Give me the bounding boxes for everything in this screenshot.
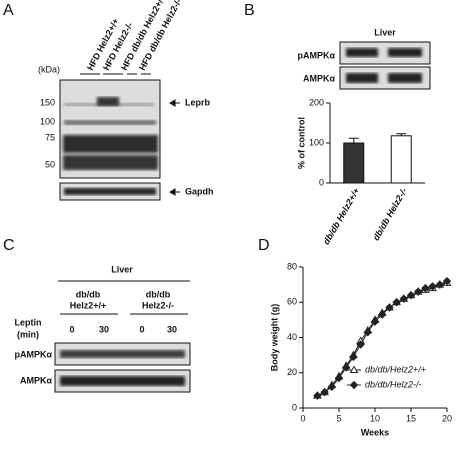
blot-band — [346, 48, 378, 57]
x-tick-label: db/db Helz2-/- — [371, 186, 409, 242]
point — [377, 310, 387, 319]
point — [313, 391, 322, 400]
tissue-label: Liver — [374, 27, 396, 37]
marker-label: 50 — [45, 159, 55, 169]
x-tick-label: 20 — [442, 413, 452, 423]
x-axis-label: Weeks — [361, 427, 389, 437]
point — [421, 283, 430, 293]
error-bar — [348, 137, 359, 143]
blot-bands — [63, 97, 158, 170]
point — [399, 294, 409, 303]
point — [349, 352, 358, 362]
x-tick-label: 10 — [370, 413, 380, 423]
blot-band — [388, 48, 422, 57]
point — [327, 382, 337, 392]
y-tick-label: 40 — [287, 332, 297, 342]
legend-symbol — [349, 380, 359, 390]
y-tick-label: 20 — [287, 367, 297, 377]
dose-label: 30 — [167, 324, 177, 334]
marker-label: 100 — [40, 116, 55, 126]
blot — [339, 41, 431, 65]
blot-label: AMPKα — [303, 73, 335, 83]
target-label: Leprb — [185, 97, 211, 107]
point — [370, 317, 380, 326]
point — [385, 303, 394, 312]
point — [392, 298, 401, 307]
point — [428, 282, 437, 291]
point — [320, 387, 329, 397]
legend-label: db/db/Helz2+/+ — [365, 364, 426, 374]
blot — [339, 66, 431, 90]
marker-label: 75 — [45, 132, 55, 142]
point — [356, 340, 365, 349]
bar — [343, 142, 365, 184]
panel-label: B — [244, 2, 255, 19]
y-tick-label: 0 — [319, 177, 324, 187]
error-bar — [396, 133, 407, 136]
blot-label: pAMPKα — [14, 349, 52, 359]
blot-band — [64, 188, 156, 195]
x-tick-label: 15 — [406, 413, 416, 423]
group-label: Helz2-/- — [142, 300, 174, 310]
blot-band — [60, 376, 185, 386]
y-axis-label: % of control — [296, 117, 306, 169]
panel-label: D — [258, 237, 270, 254]
group-label: db/db — [146, 289, 171, 299]
treatment-label: Leptin — [15, 317, 42, 327]
tissue-label: Liver — [111, 264, 133, 274]
x-tick-label: 0 — [300, 413, 305, 423]
treatment-label: (min) — [17, 329, 39, 339]
y-tick-label: 60 — [287, 297, 297, 307]
blot-label: AMPKα — [20, 375, 52, 385]
y-axis-label: Body weight (g) — [269, 304, 279, 372]
legend-symbol — [349, 365, 359, 373]
group-label: db/db — [76, 289, 101, 299]
point — [435, 280, 445, 289]
panel-label: C — [3, 237, 15, 254]
y-tick-label: 0 — [292, 402, 297, 412]
panel-label: A — [3, 2, 14, 19]
y-tick-label: 100 — [309, 137, 324, 147]
blot-band — [388, 73, 422, 83]
y-tick-label: 200 — [309, 97, 324, 107]
x-tick-label: 5 — [336, 413, 341, 423]
blot-band — [60, 350, 185, 358]
marker-label: 150 — [40, 97, 55, 107]
arrows — [169, 99, 180, 196]
dose-label: 0 — [69, 324, 74, 334]
x-tick-label: db/db Helz2+/+ — [321, 186, 362, 247]
blot-band — [346, 73, 378, 83]
group-label: Helz2+/+ — [70, 300, 107, 310]
point — [406, 290, 416, 300]
dose-label: 30 — [99, 324, 109, 334]
point — [363, 328, 373, 337]
point — [334, 373, 344, 383]
point — [341, 363, 351, 372]
point — [442, 276, 452, 286]
blot-label: pAMPKα — [297, 50, 335, 60]
point — [413, 287, 423, 296]
dose-label: 0 — [139, 324, 144, 334]
target-label: Gapdh — [185, 186, 214, 196]
legend-label: db/db/Helz2-/- — [365, 379, 422, 389]
y-tick-label: 80 — [287, 261, 297, 271]
unit-label: (kDa) — [38, 64, 60, 74]
bar — [390, 135, 412, 184]
